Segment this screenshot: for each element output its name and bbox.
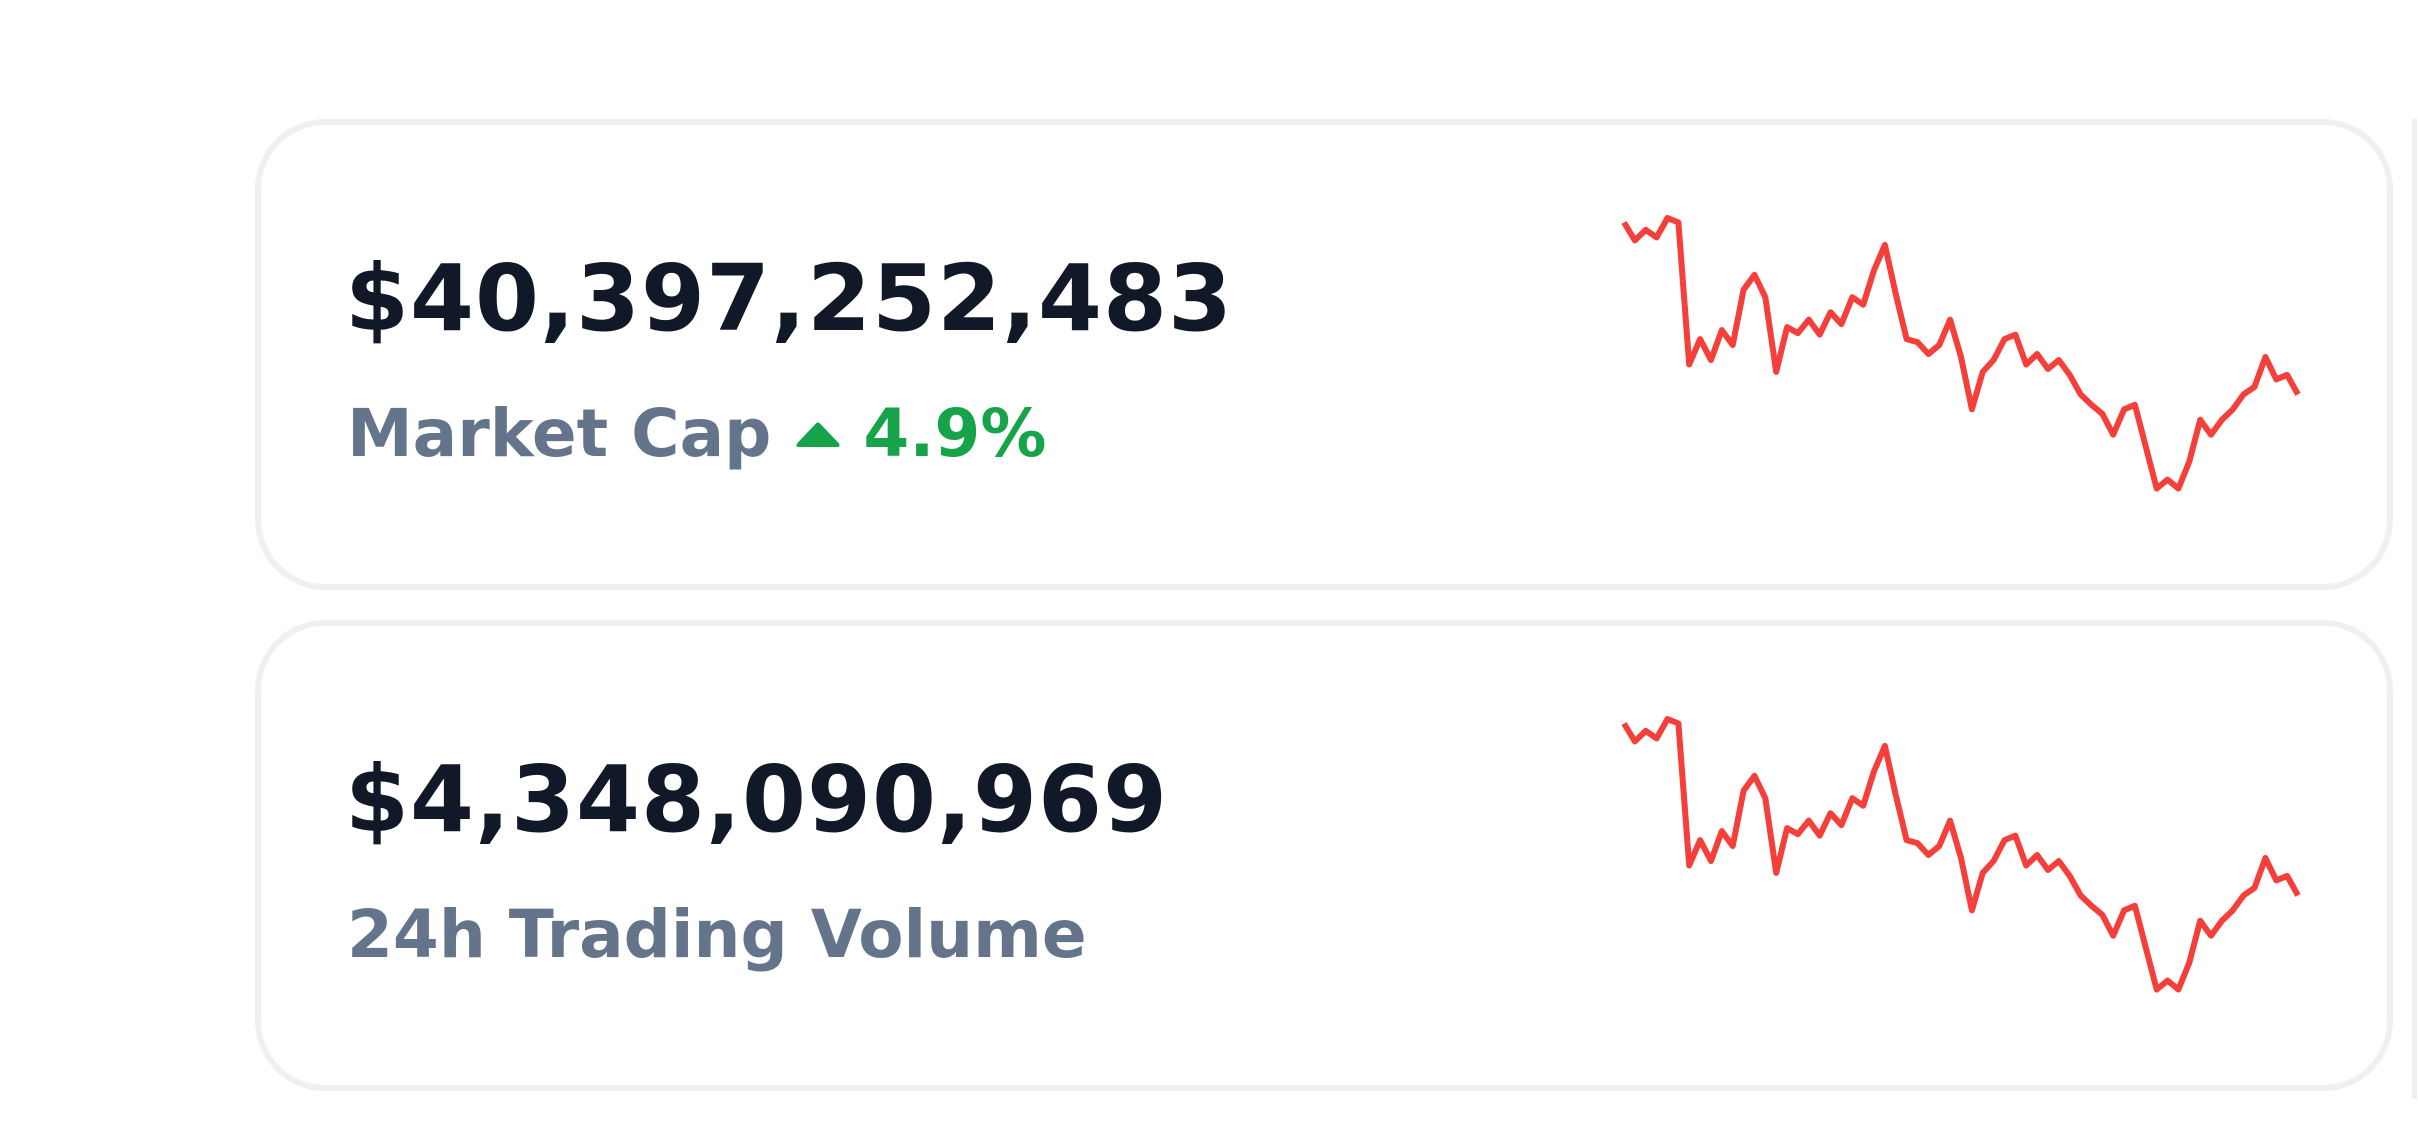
stat-value: $40,397,252,483 bbox=[345, 245, 1234, 352]
stat-card: $40,397,252,483 Market Cap 4.9% bbox=[255, 119, 2393, 590]
stat-label-row: 24h Trading Volume bbox=[347, 896, 1087, 973]
stat-label: Market Cap bbox=[347, 395, 772, 472]
stat-value: $4,348,090,969 bbox=[345, 746, 1168, 853]
sparkline-line bbox=[1621, 716, 2301, 993]
stat-card: $4,348,090,969 24h Trading Volume bbox=[255, 620, 2393, 1091]
stat-label: 24h Trading Volume bbox=[347, 896, 1087, 973]
sparkline bbox=[1621, 215, 2301, 492]
stat-label-row: Market Cap 4.9% bbox=[347, 395, 1046, 472]
up-arrow bbox=[796, 422, 840, 447]
sparkline-line bbox=[1621, 215, 2301, 492]
next-card-edge bbox=[2412, 119, 2418, 1099]
up-arrow-shape bbox=[796, 422, 840, 447]
sparkline bbox=[1621, 716, 2301, 993]
change-value: 4.9% bbox=[863, 395, 1047, 472]
change-row: 4.9% bbox=[795, 395, 1046, 472]
